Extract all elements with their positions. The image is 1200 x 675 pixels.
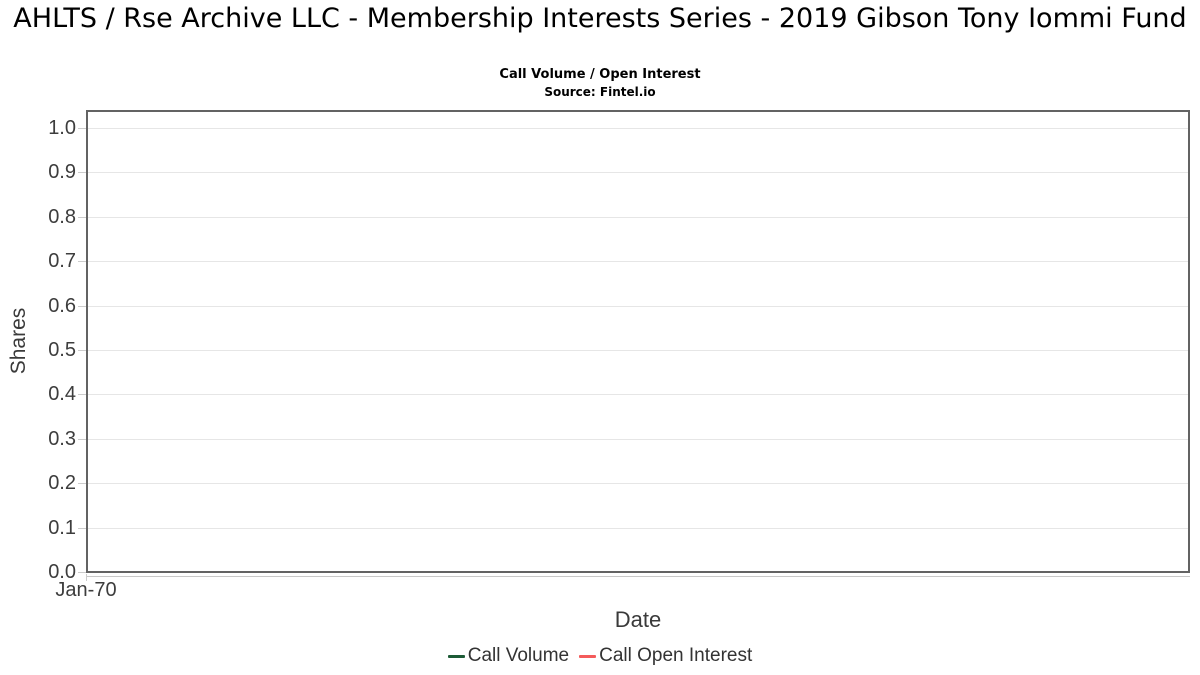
y-tick-mark xyxy=(78,483,86,485)
gridline xyxy=(88,305,1188,307)
gridline xyxy=(88,527,1188,529)
gridline xyxy=(88,261,1188,263)
y-tick-label: 0.5 xyxy=(48,339,76,361)
gridline xyxy=(88,483,1188,485)
gridline xyxy=(88,394,1188,396)
x-tick-label: Jan-70 xyxy=(55,579,117,601)
legend-label: Call Open Interest xyxy=(599,645,753,666)
y-tick-mark xyxy=(78,438,86,440)
chart-title: AHLTS / Rse Archive LLC - Membership Int… xyxy=(13,3,1187,34)
y-tick-label: 0.1 xyxy=(48,516,76,539)
legend-item-call-volume[interactable]: Call Volume xyxy=(447,645,570,667)
y-tick-label: 0.9 xyxy=(48,161,76,184)
x-axis-line xyxy=(86,576,1190,577)
plot-area xyxy=(86,110,1190,573)
legend-label: Call Volume xyxy=(467,645,570,666)
gridline xyxy=(88,350,1188,351)
gridline xyxy=(88,572,1188,573)
gridline xyxy=(88,438,1188,440)
y-tick-label: 1.0 xyxy=(48,117,76,139)
y-tick-mark xyxy=(78,394,86,396)
y-tick-mark xyxy=(78,350,86,351)
y-tick-mark xyxy=(78,261,86,263)
chart-source: Source: Fintel.io xyxy=(544,85,656,99)
y-tick-label: 0.6 xyxy=(48,294,76,317)
legend-line-marker xyxy=(447,654,465,658)
y-tick-mark xyxy=(78,128,86,129)
y-tick-mark xyxy=(78,527,86,529)
y-tick-mark xyxy=(78,572,86,573)
y-tick-label: 0.4 xyxy=(48,383,76,406)
gridline xyxy=(88,216,1188,218)
chart-subtitle: Call Volume / Open Interest xyxy=(499,67,701,82)
y-tick-mark xyxy=(78,305,86,307)
y-tick-label: 0.7 xyxy=(48,250,76,273)
legend-item-call-open-interest[interactable]: Call Open Interest xyxy=(579,645,752,667)
y-tick-mark xyxy=(78,216,86,218)
x-tick-mark xyxy=(86,574,87,581)
y-tick-label: 0.0 xyxy=(48,561,76,583)
legend-line-marker xyxy=(579,654,597,658)
y-tick-label: 0.2 xyxy=(48,472,76,495)
gridline xyxy=(88,128,1188,129)
x-axis-title: Date xyxy=(614,607,662,632)
y-tick-label: 0.8 xyxy=(48,205,76,228)
gridline xyxy=(88,172,1188,174)
legend: Call Volume Call Open Interest xyxy=(0,645,1200,667)
y-tick-label: 0.3 xyxy=(48,427,76,450)
y-tick-mark xyxy=(78,172,86,174)
